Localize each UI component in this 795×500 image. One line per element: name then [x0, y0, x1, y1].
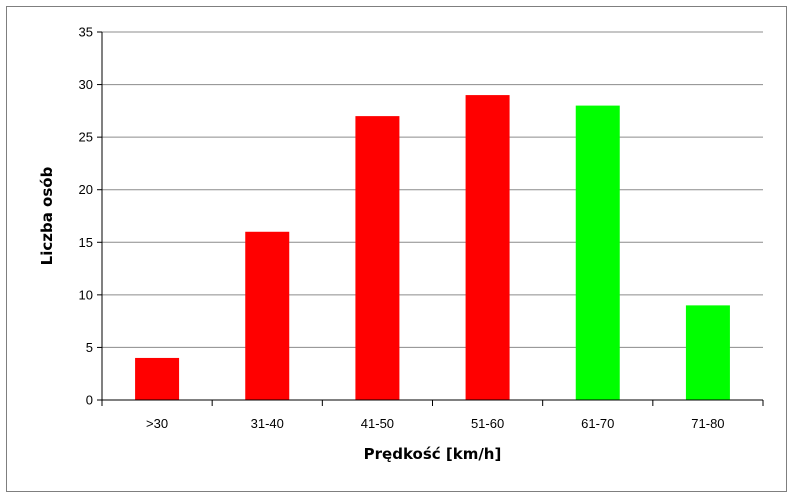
y-tick-label: 30 [79, 77, 93, 92]
bar-41-50 [355, 116, 400, 400]
bar->30 [135, 357, 180, 400]
y-tick-label: 35 [79, 25, 93, 40]
y-tick-label: 25 [79, 130, 93, 145]
x-tick-label: 31-40 [251, 416, 284, 431]
y-axis-ticks: 0 5 10 15 20 25 30 35 [79, 25, 102, 408]
x-tick-label: >30 [146, 416, 168, 431]
axes [101, 32, 763, 401]
x-tick-label: 51-60 [471, 416, 504, 431]
y-tick-label: 10 [79, 287, 93, 302]
bar-61-70 [575, 105, 620, 400]
x-tick-label: 61-70 [581, 416, 614, 431]
x-axis-ticks: >30 31-40 41-50 51-60 61-70 71-80 [101, 400, 764, 431]
y-tick-label: 5 [86, 340, 93, 355]
bar-71-80 [685, 305, 730, 400]
bars [135, 95, 730, 400]
y-tick-label: 0 [86, 393, 93, 408]
gridlines [102, 31, 763, 348]
x-tick-label: 71-80 [691, 416, 724, 431]
x-tick-label: 41-50 [361, 416, 394, 431]
y-tick-label: 20 [79, 182, 93, 197]
y-axis-title: Liczba osób [38, 166, 56, 265]
y-tick-label: 15 [79, 235, 93, 250]
bar-31-40 [245, 231, 290, 400]
x-axis-title: Prędkość [km/h] [364, 445, 502, 463]
bar-51-60 [465, 95, 510, 400]
